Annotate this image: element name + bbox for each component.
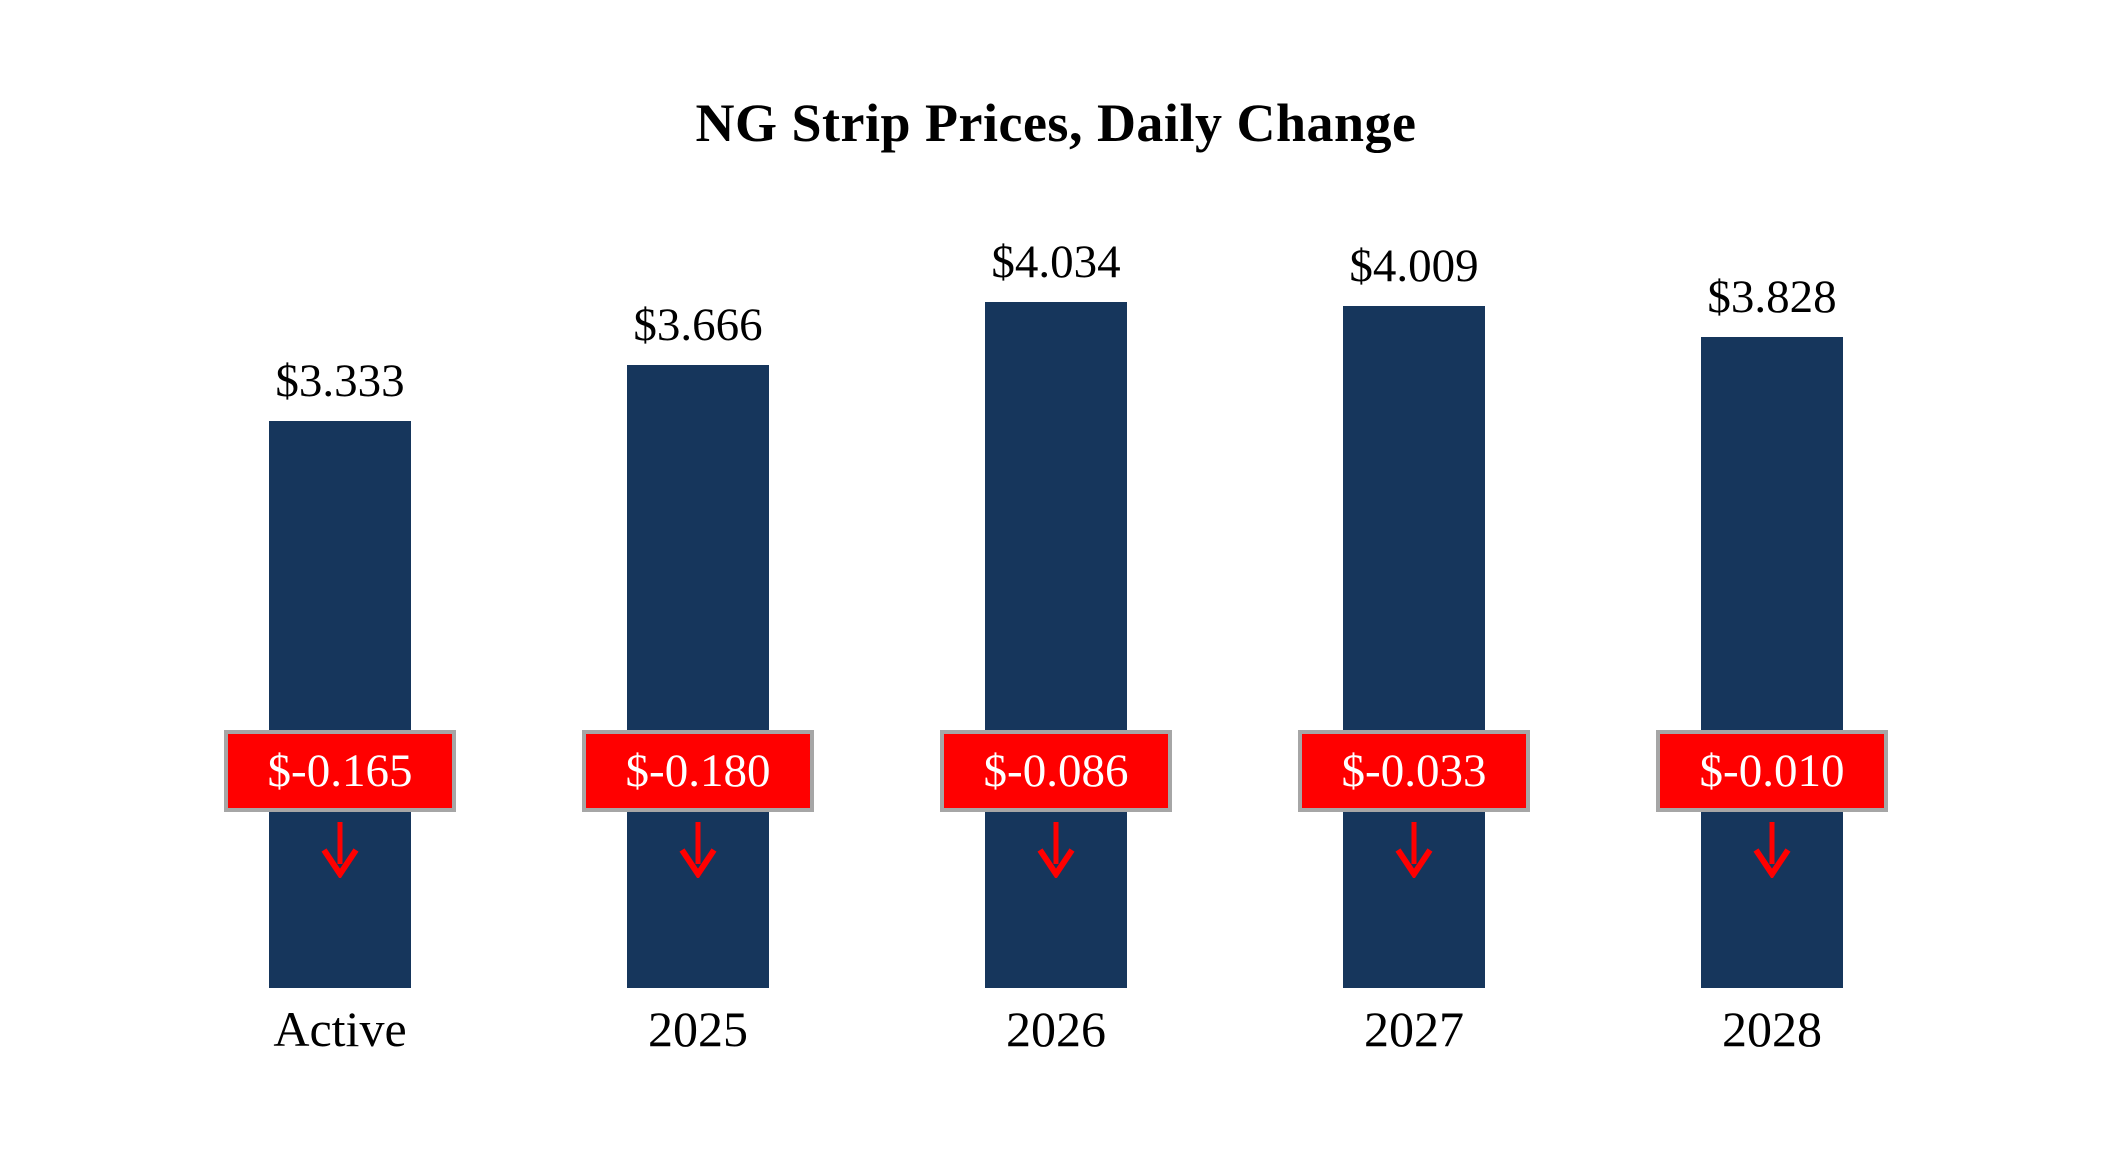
change-badge: $-0.010 bbox=[1656, 730, 1888, 812]
bar bbox=[1701, 337, 1843, 988]
down-arrow-icon bbox=[321, 822, 359, 878]
down-arrow-icon bbox=[679, 822, 717, 878]
category-label: Active bbox=[273, 1001, 407, 1057]
bar bbox=[269, 421, 411, 988]
down-arrow-icon bbox=[1395, 822, 1433, 878]
bar-column: $3.666 $-0.180 2025 bbox=[519, 0, 877, 1054]
bar bbox=[1343, 306, 1485, 988]
bar-chart: $3.333 $-0.165 Active $3.666 $-0.180 202… bbox=[161, 0, 1951, 1054]
change-badge: $-0.165 bbox=[224, 730, 456, 812]
category-label: 2028 bbox=[1722, 1001, 1822, 1057]
change-badge: $-0.033 bbox=[1298, 730, 1530, 812]
chart-title: NG Strip Prices, Daily Change bbox=[695, 93, 1417, 153]
bar-column: $3.828 $-0.010 2028 bbox=[1593, 0, 1951, 1054]
bar-value-label: $4.034 bbox=[991, 236, 1121, 289]
bar-value-label: $3.666 bbox=[633, 298, 763, 351]
bar-value-label: $4.009 bbox=[1349, 240, 1479, 293]
bar-column: $4.009 $-0.033 2027 bbox=[1235, 0, 1593, 1054]
change-badge: $-0.180 bbox=[582, 730, 814, 812]
bar bbox=[627, 364, 769, 988]
category-label: 2026 bbox=[1006, 1001, 1106, 1057]
bar-value-label: $3.333 bbox=[275, 355, 405, 408]
change-badge: $-0.086 bbox=[940, 730, 1172, 812]
bar bbox=[985, 302, 1127, 988]
category-label: 2027 bbox=[1364, 1001, 1464, 1057]
bar-column: $3.333 $-0.165 Active bbox=[161, 0, 519, 1054]
category-label: 2025 bbox=[648, 1001, 748, 1057]
bar-column: $4.034 $-0.086 2026 bbox=[877, 0, 1235, 1054]
bar-value-label: $3.828 bbox=[1707, 271, 1837, 324]
down-arrow-icon bbox=[1037, 822, 1075, 878]
down-arrow-icon bbox=[1753, 822, 1791, 878]
